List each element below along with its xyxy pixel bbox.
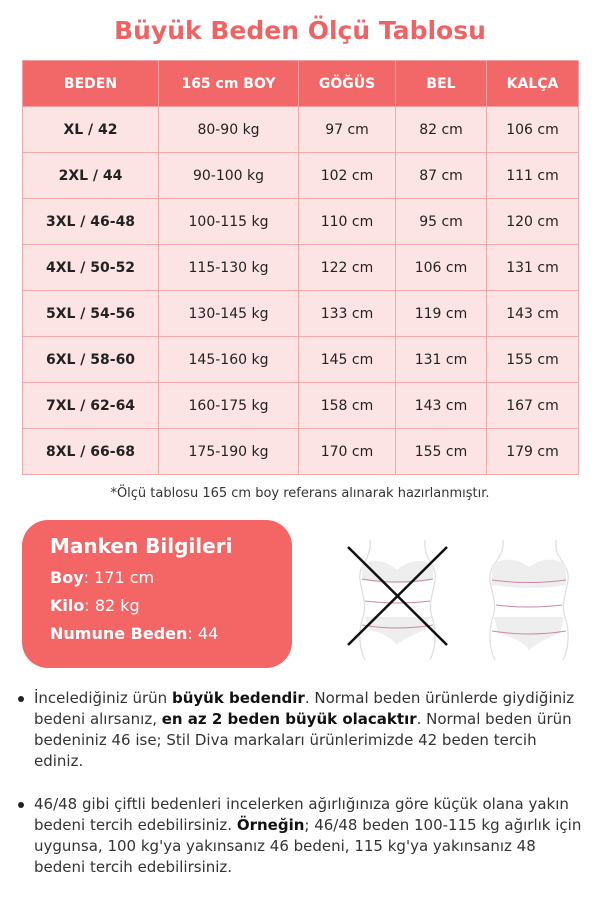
table-row: 8XL / 66-68 175-190 kg 170 cm 155 cm 179 cm <box>22 428 579 475</box>
column-header: GÖĞÜS <box>298 60 396 107</box>
value-cell: 80-90 kg <box>158 106 299 153</box>
value-cell: 158 cm <box>298 382 396 429</box>
value-cell: 179 cm <box>486 428 579 475</box>
value-cell: 119 cm <box>395 290 487 337</box>
model-info-heading: Manken Bilgileri <box>50 534 233 558</box>
table-row: 4XL / 50-52 115-130 kg 122 cm 106 cm 131 cm <box>22 244 579 291</box>
model-weight: Kilo: 82 kg <box>50 592 292 620</box>
value: : 44 <box>187 624 219 643</box>
value-cell: 115-130 kg <box>158 244 299 291</box>
wrong-measure-figure-icon <box>347 539 448 660</box>
text: . Normal beden ürünlerde giydiğiniz bede… <box>34 689 575 728</box>
value-cell: 133 cm <box>298 290 396 337</box>
value-cell: 102 cm <box>298 152 396 199</box>
value-cell: 90-100 kg <box>158 152 299 199</box>
size-cell: 7XL / 62-64 <box>22 382 159 429</box>
value-cell: 155 cm <box>486 336 579 383</box>
value-cell: 87 cm <box>395 152 487 199</box>
table-row: 7XL / 62-64 160-175 kg 158 cm 143 cm 167 cm <box>22 382 579 429</box>
label: Kilo <box>50 596 85 615</box>
value-cell: 95 cm <box>395 198 487 245</box>
value-cell: 167 cm <box>486 382 579 429</box>
value-cell: 111 cm <box>486 152 579 199</box>
table-row: 2XL / 44 90-100 kg 102 cm 87 cm 111 cm <box>22 152 579 199</box>
size-cell: XL / 42 <box>22 106 159 153</box>
value-cell: 130-145 kg <box>158 290 299 337</box>
page-title: Büyük Beden Ölçü Tablosu <box>114 16 486 45</box>
value-cell: 170 cm <box>298 428 396 475</box>
size-cell: 3XL / 46-48 <box>22 198 159 245</box>
value-cell: 122 cm <box>298 244 396 291</box>
value-cell: 143 cm <box>486 290 579 337</box>
correct-measure-figure-icon <box>489 539 569 660</box>
column-header: KALÇA <box>486 60 579 107</box>
text: . Normal beden ürün bedeniniz 46 ise; St… <box>34 710 572 770</box>
column-header: BEL <box>395 60 487 107</box>
table-row: 6XL / 58-60 145-160 kg 145 cm 131 cm 155 cm <box>22 336 579 383</box>
value-cell: 97 cm <box>298 106 396 153</box>
value-cell: 175-190 kg <box>158 428 299 475</box>
text: 46/48 gibi çiftli bedenleri incelerken a… <box>34 795 569 834</box>
model-size: Numune Beden: 44 <box>50 620 292 648</box>
info-bullet: 46/48 gibi çiftli bedenleri incelerken a… <box>18 794 583 878</box>
size-cell: 4XL / 50-52 <box>22 244 159 291</box>
column-header: BEDEN <box>22 60 159 107</box>
model-info-box: Manken Bilgileri Boy: 171 cm Kilo: 82 kg… <box>22 520 292 668</box>
value-cell: 131 cm <box>395 336 487 383</box>
value: : 82 kg <box>84 596 140 615</box>
model-height: Boy: 171 cm <box>50 564 292 592</box>
bold-text: en az 2 beden büyük olacaktır <box>161 710 417 728</box>
value-cell: 145 cm <box>298 336 396 383</box>
table-row: 5XL / 54-56 130-145 kg 133 cm 119 cm 143 cm <box>22 290 579 337</box>
table-row: XL / 42 80-90 kg 97 cm 82 cm 106 cm <box>22 106 579 153</box>
value-cell: 160-175 kg <box>158 382 299 429</box>
size-cell: 5XL / 54-56 <box>22 290 159 337</box>
size-cell: 8XL / 66-68 <box>22 428 159 475</box>
value-cell: 145-160 kg <box>158 336 299 383</box>
size-cell: 2XL / 44 <box>22 152 159 199</box>
value-cell: 143 cm <box>395 382 487 429</box>
label: Numune Beden <box>50 624 188 643</box>
table-footnote: *Ölçü tablosu 165 cm boy referans alınar… <box>110 486 490 501</box>
bold-text: Örneğin <box>236 816 305 834</box>
info-list: İncelediğiniz ürün büyük bedendir. Norma… <box>18 688 583 900</box>
value: : 171 cm <box>83 568 155 587</box>
text: İncelediğiniz ürün <box>34 689 172 707</box>
value-cell: 131 cm <box>486 244 579 291</box>
value-cell: 100-115 kg <box>158 198 299 245</box>
size-table: BEDEN 165 cm BOY GÖĞÜS BEL KALÇA XL / 42 80-9… <box>22 60 579 475</box>
size-cell: 6XL / 58-60 <box>22 336 159 383</box>
value-cell: 120 cm <box>486 198 579 245</box>
label: Boy <box>50 568 84 587</box>
bold-text: büyük bedendir <box>171 689 305 707</box>
value-cell: 106 cm <box>486 106 579 153</box>
value-cell: 155 cm <box>395 428 487 475</box>
value-cell: 82 cm <box>395 106 487 153</box>
text: ; 46/48 beden 100-115 kg ağırlık için uy… <box>34 816 582 876</box>
table-row: 3XL / 46-48 100-115 kg 110 cm 95 cm 120 cm <box>22 198 579 245</box>
value-cell: 110 cm <box>298 198 396 245</box>
table-header: BEDEN 165 cm BOY GÖĞÜS BEL KALÇA <box>22 60 579 107</box>
column-header: 165 cm BOY <box>158 60 299 107</box>
value-cell: 106 cm <box>395 244 487 291</box>
info-bullet: İncelediğiniz ürün büyük bedendir. Norma… <box>18 688 583 772</box>
